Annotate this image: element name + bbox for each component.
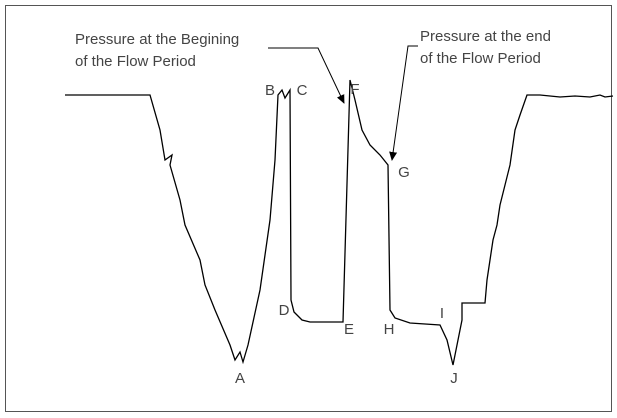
point-label: G — [398, 164, 410, 181]
point-label: I — [440, 305, 444, 322]
point-label: A — [235, 370, 245, 387]
point-label: H — [384, 321, 395, 338]
annotation-arrow — [389, 45, 418, 161]
point-label: E — [344, 321, 354, 338]
point-label: D — [279, 302, 290, 319]
point-label: C — [297, 82, 308, 99]
annotation-text: of the Flow Period — [420, 50, 541, 67]
point-label: B — [265, 82, 275, 99]
annotation-arrow — [268, 47, 345, 104]
point-label: J — [450, 370, 458, 387]
annotation-text: of the Flow Period — [75, 53, 196, 70]
annotation-text: Pressure at the end — [420, 28, 551, 45]
annotation-text: Pressure at the Begining — [75, 31, 239, 48]
frame — [5, 5, 612, 412]
point-label: F — [350, 81, 359, 98]
pressure-curve — [65, 79, 614, 366]
